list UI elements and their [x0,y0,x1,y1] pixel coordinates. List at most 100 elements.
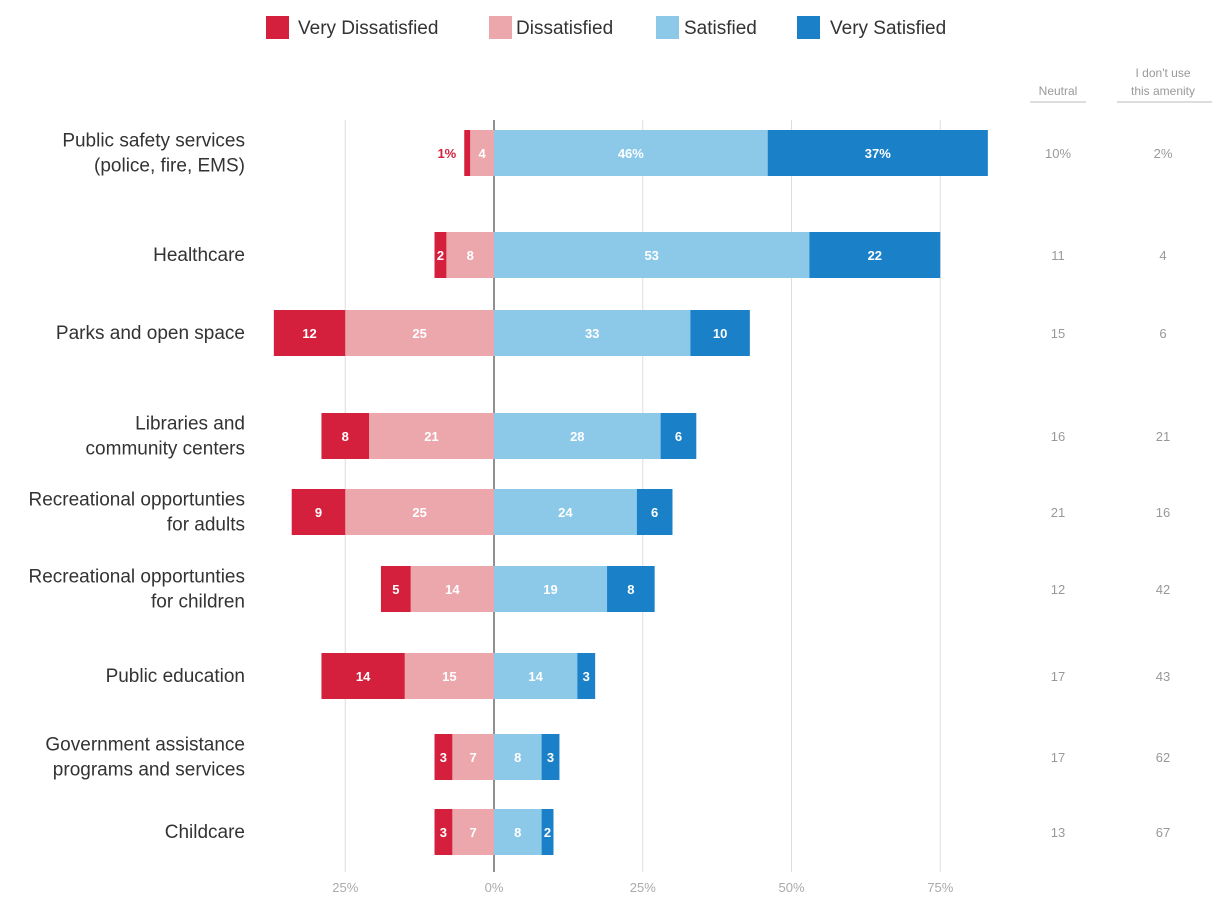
bar-very-dissatisfied [434,809,453,855]
no-use-value: 67 [1156,825,1170,840]
x-tick-label: 50% [778,880,804,895]
legend-label-very-dissatisfied: Very Dissatisfied [298,18,438,39]
legend-label-dissatisfied: Dissatisfied [516,18,613,39]
bar-value-label: 7 [470,825,477,840]
no-use-value: 6 [1159,326,1166,341]
bar-satisfied [494,130,768,176]
bar-value-label: 21 [424,429,438,444]
bar-value-label: 5 [392,582,399,597]
bar-very-dissatisfied [380,566,411,612]
bar-very-dissatisfied [434,232,447,278]
bar-dissatisfied [345,489,494,535]
bar-dissatisfied [369,413,494,459]
category-label: Libraries and [135,414,245,435]
bar-value-label: 1% [437,146,456,161]
category-label: Government assistance [45,735,245,756]
x-tick-label: 25% [630,880,656,895]
bar-value-label: 24 [558,505,573,520]
bar-very-satisfied [541,809,554,855]
no-use-value: 4 [1159,248,1166,263]
bars: Public safety services (police, fire, EMS… [28,130,1173,855]
category-label: Public education [106,666,245,687]
neutral-value: 10% [1045,146,1071,161]
row-libraries-and-community-centers: Libraries and community centers 21 8 28 6 16 21 [86,413,1170,460]
no-use-header-line2: this amenity [1131,84,1195,98]
bar-dissatisfied [446,232,494,278]
no-use-value: 62 [1156,750,1170,765]
row-government-assistance-programs-and-services: Government assistance programs and servic… [45,734,1170,781]
legend: Very Dissatisfied Dissatisfied Satisfied Ve… [266,16,946,39]
legend-swatch-very-dissatisfied [266,16,289,39]
bar-dissatisfied [345,310,494,356]
neutral-value: 11 [1051,248,1065,263]
category-label: community centers [86,439,245,460]
bar-value-label: 3 [440,750,447,765]
no-use-value: 16 [1156,505,1170,520]
category-label: Recreational opportunties [28,490,245,511]
bar-value-label: 14 [356,669,371,684]
bar-very-satisfied [607,566,655,612]
bar-value-label: 10 [713,326,727,341]
bar-value-label: 8 [342,429,349,444]
bar-value-label: 25 [412,326,426,341]
neutral-value: 13 [1051,825,1065,840]
row-recreational-opportunties-for-adults: Recreational opportunties for adults 25 9 24… [28,489,1170,536]
bar-value-label: 9 [315,505,322,520]
no-use-value: 42 [1156,582,1170,597]
bar-very-dissatisfied [273,310,346,356]
neutral-value: 17 [1051,669,1065,684]
bar-very-dissatisfied [291,489,346,535]
bar-value-label: 28 [570,429,584,444]
bar-satisfied [494,310,691,356]
bar-value-label: 15 [442,669,456,684]
bar-satisfied [494,232,810,278]
bar-dissatisfied [410,566,494,612]
category-label: Recreational opportunties [28,567,245,588]
bar-value-label: 8 [467,248,474,263]
bar-dissatisfied [452,734,494,780]
bar-value-label: 6 [675,429,682,444]
bar-value-label: 12 [302,326,316,341]
bar-value-label: 7 [470,750,477,765]
neutral-value: 16 [1051,429,1065,444]
bar-very-dissatisfied [434,734,453,780]
bar-satisfied [494,653,578,699]
category-label: for children [151,592,245,613]
no-use-value: 2% [1154,146,1173,161]
bar-value-label: 3 [583,669,590,684]
bar-dissatisfied [470,130,494,176]
x-tick-label: 75% [927,880,953,895]
x-axis: 25% 0% 25% 50% 75% [332,880,953,895]
bar-value-label: 14 [445,582,460,597]
row-childcare: Childcare 7 3 8 2 13 67 [165,809,1170,855]
bar-value-label: 4 [478,146,486,161]
category-label: (police, fire, EMS) [94,156,245,177]
neutral-value: 17 [1051,750,1065,765]
bar-very-satisfied [767,130,988,176]
bar-satisfied [494,809,542,855]
row-public-education: Public education 15 14 14 3 17 43 [106,653,1170,699]
bar-value-label: 2 [437,248,444,263]
bar-dissatisfied [404,653,494,699]
no-use-header-line1: I don't use [1136,66,1191,80]
bar-value-label: 33 [585,326,599,341]
x-tick-label: 0% [485,880,504,895]
bar-value-label: 46% [618,146,644,161]
legend-swatch-very-satisfied [797,16,820,39]
bar-value-label: 37% [865,146,891,161]
bar-satisfied [494,489,637,535]
bar-value-label: 3 [440,825,447,840]
bar-very-satisfied [541,734,560,780]
bar-value-label: 2 [544,825,551,840]
bar-satisfied [494,566,608,612]
bar-value-label: 22 [868,248,882,263]
category-label: Childcare [165,822,245,843]
legend-label-very-satisfied: Very Satisfied [830,18,946,39]
bar-value-label: 3 [547,750,554,765]
bar-very-satisfied [809,232,941,278]
bar-value-label: 25 [412,505,426,520]
bar-value-label: 8 [627,582,634,597]
neutral-header: Neutral [1039,84,1078,98]
bar-value-label: 19 [543,582,557,597]
